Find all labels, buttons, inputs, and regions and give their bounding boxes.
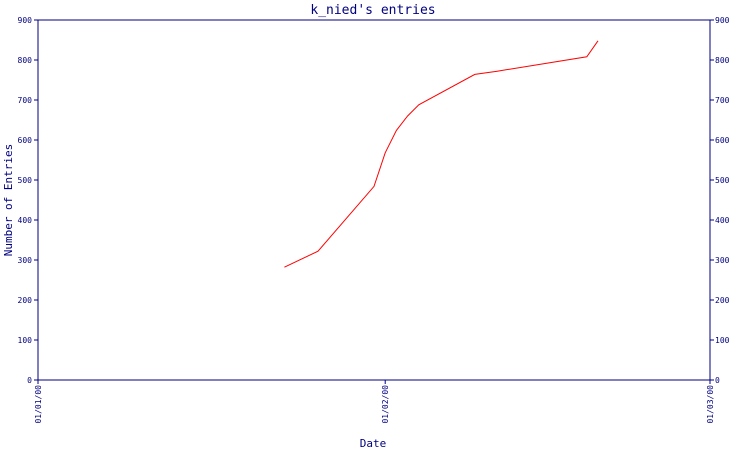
y-tick-label-left: 300 xyxy=(18,256,33,265)
y-tick-label-left: 800 xyxy=(18,56,33,65)
y-tick-label-right: 800 xyxy=(715,56,730,65)
chart-title: k_nied's entries xyxy=(310,3,435,18)
y-tick-label-left: 400 xyxy=(18,216,33,225)
x-tick-label: 01/01/00 xyxy=(34,385,43,424)
x-tick-label: 01/03/00 xyxy=(706,385,715,424)
y-tick-label-left: 500 xyxy=(18,176,33,185)
y-tick-label-left: 100 xyxy=(18,336,33,345)
series-line xyxy=(284,40,599,268)
x-tick-label: 01/02/00 xyxy=(381,385,390,424)
y-tick-label-left: 700 xyxy=(18,96,33,105)
y-tick-label-left: 600 xyxy=(18,136,33,145)
y-axis-right: 0 100 200 300 400 500 600 700 800 900 xyxy=(710,16,730,385)
plot-area xyxy=(37,19,711,381)
y-tick-label-right: 600 xyxy=(715,136,730,145)
y-tick-label-right: 300 xyxy=(715,256,730,265)
y-tick-label-right: 500 xyxy=(715,176,730,185)
y-tick-label-left: 900 xyxy=(18,16,33,25)
y-tick-label-right: 200 xyxy=(715,296,730,305)
y-tick-label-right: 400 xyxy=(715,216,730,225)
y-tick-label-right: 700 xyxy=(715,96,730,105)
y-tick-label-right: 0 xyxy=(715,376,720,385)
y-axis-label: Number of Entries xyxy=(2,144,15,257)
y-tick-label-right: 900 xyxy=(715,16,730,25)
y-tick-label-left: 200 xyxy=(18,296,33,305)
y-tick-label-left: 0 xyxy=(27,376,32,385)
y-tick-label-right: 100 xyxy=(715,336,730,345)
y-axis-left: 0 100 200 300 400 500 600 700 800 900 xyxy=(18,16,38,385)
x-axis-label: Date xyxy=(360,437,387,450)
x-axis: 01/01/00 01/02/00 01/03/00 xyxy=(34,380,715,424)
